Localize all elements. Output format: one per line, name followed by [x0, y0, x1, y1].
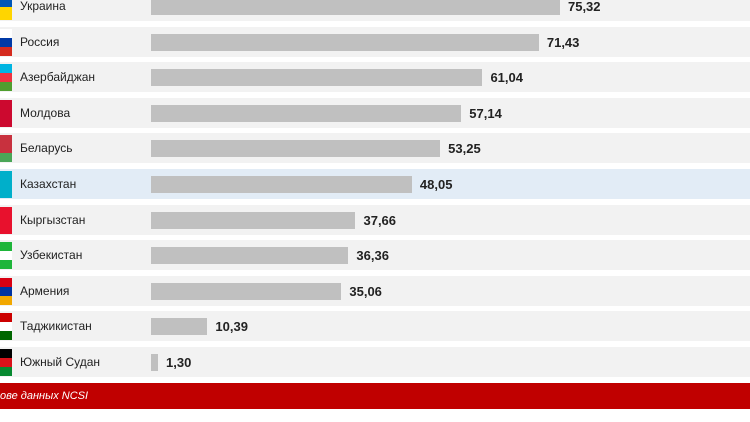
chart-row: Украина 75,32 — [0, 0, 750, 22]
bar — [151, 104, 462, 122]
bar-chart: Украина 75,32 Россия 71,43 Азербайджан 61,04 М… — [0, 0, 750, 378]
flag-icon — [0, 349, 12, 376]
bar — [151, 0, 560, 15]
flag-icon — [0, 99, 12, 127]
flag-icon — [0, 28, 12, 56]
flag-icon — [0, 171, 12, 198]
chart-row: Азербайджан 61,04 — [0, 62, 750, 94]
value-label: 57,14 — [469, 105, 502, 121]
flag-icon — [0, 135, 12, 163]
chart-row: Кыргызстан 37,66 — [0, 204, 750, 236]
bar — [151, 69, 483, 87]
category-label: Узбекистан — [20, 248, 83, 263]
bar — [151, 282, 342, 300]
source-bar: ове данных NCSI — [0, 383, 750, 409]
chart-row: Таджикистан 10,39 — [0, 311, 750, 343]
bar — [151, 318, 208, 336]
bar — [151, 247, 349, 265]
category-label: Молдова — [20, 105, 71, 120]
chart-row: Узбекистан 36,36 — [0, 240, 750, 272]
category-label: Кыргызстан — [20, 212, 86, 227]
value-label: 35,06 — [349, 283, 382, 299]
bar — [151, 211, 356, 229]
value-label: 48,05 — [419, 177, 453, 192]
flag-icon — [0, 313, 12, 341]
value-label: 10,39 — [215, 319, 248, 335]
chart-row: Казахстан 48,05 — [0, 169, 750, 200]
bar — [151, 33, 539, 51]
category-label: Армения — [20, 283, 70, 298]
chart-row: Армения 35,06 — [0, 275, 750, 307]
flag-icon — [0, 64, 12, 92]
category-label: Азербайджан — [20, 70, 96, 85]
flag-icon — [0, 0, 12, 20]
value-label: 37,66 — [363, 212, 397, 228]
category-label: Таджикистан — [20, 319, 92, 334]
category-label: Россия — [20, 34, 60, 49]
bar — [151, 354, 159, 371]
chart-row: Россия 71,43 — [0, 26, 750, 58]
value-label: 53,25 — [448, 141, 481, 157]
value-label: 36,36 — [356, 248, 389, 264]
category-label: Казахстан — [20, 177, 77, 191]
category-label: Беларусь — [20, 141, 73, 156]
chart-row: Беларусь 53,25 — [0, 133, 750, 165]
category-label: Украина — [20, 0, 66, 13]
value-label: 1,30 — [166, 355, 192, 370]
flag-icon — [0, 242, 12, 270]
chart-row: Южный Судан 1,30 — [0, 347, 750, 378]
source-note: ове данных NCSI — [0, 390, 89, 402]
bar — [151, 176, 412, 193]
flag-icon — [0, 277, 12, 305]
flag-icon — [0, 206, 12, 234]
category-label: Южный Судан — [20, 355, 101, 369]
bar — [151, 140, 441, 158]
chart-row: Молдова 57,14 — [0, 97, 750, 129]
value-label: 61,04 — [490, 70, 523, 86]
value-label: 75,32 — [567, 0, 601, 14]
value-label: 71,43 — [546, 34, 580, 50]
